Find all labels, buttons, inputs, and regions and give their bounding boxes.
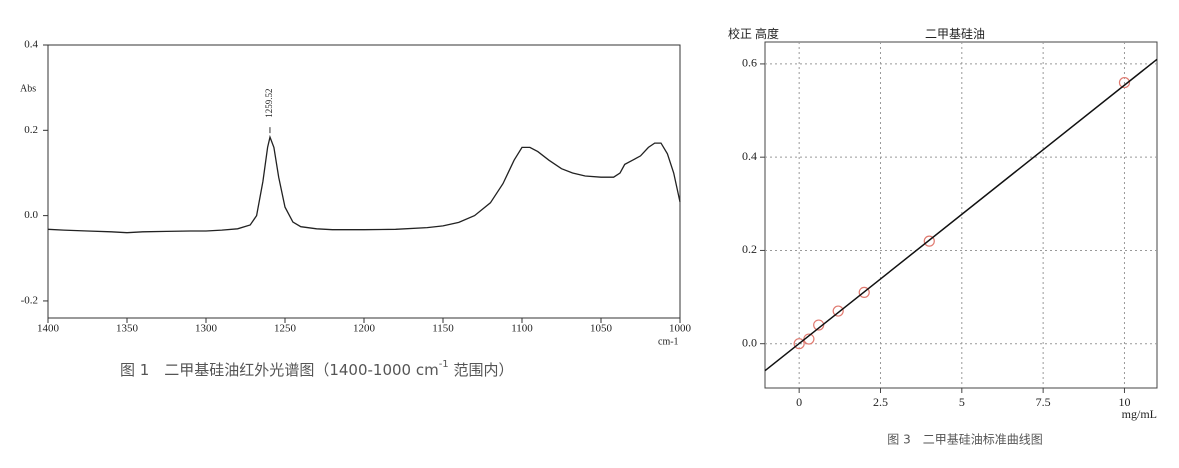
data-point: [858, 286, 870, 299]
caption-text: 图 1 二甲基硅油红外光谱图（1400-1000 cm: [120, 361, 439, 379]
x-tick-label: 7.5: [1036, 395, 1051, 409]
x-tick-label: 1150: [432, 323, 454, 335]
peak-label: 1259.52: [264, 89, 274, 118]
x-tick-label: 1250: [274, 323, 297, 335]
data-point: [923, 235, 935, 247]
x-tick-label: 1100: [511, 323, 533, 335]
x-tick-label: 1000: [669, 323, 692, 335]
x-axis-label: cm-1: [658, 336, 679, 347]
x-axis-label: mg/mL: [1122, 407, 1157, 421]
y-axis-label: Abs: [20, 83, 36, 94]
corner-label: 校正 高度: [728, 26, 779, 41]
x-tick-label: 10: [1118, 395, 1130, 409]
y-tick-label: 0.2: [742, 242, 757, 256]
x-tick-label: 2.5: [873, 395, 888, 409]
y-tick-label: 0.4: [742, 149, 757, 163]
y-tick-label: 0.4: [24, 39, 38, 51]
x-tick-label: 1050: [590, 323, 613, 335]
caption-sup: -1: [439, 359, 449, 370]
plot-frame: [764, 41, 1158, 389]
caption-text: 范围内）: [449, 361, 514, 379]
y-tick-label: 0.0: [742, 335, 757, 349]
x-tick-label: 1350: [116, 323, 139, 335]
caption: 图 3 二甲基硅油标准曲线图: [887, 433, 1042, 447]
spectrum-line: [47, 134, 681, 234]
x-tick-label: 1400: [37, 323, 60, 335]
plot-frame: [47, 44, 681, 319]
fit-line: [764, 58, 1158, 372]
x-tick-label: 0: [796, 395, 802, 409]
caption: 图 1 二甲基硅油红外光谱图（1400-1000 cm-1 范围内）: [120, 359, 513, 379]
y-tick-label: -0.2: [21, 294, 38, 306]
y-tick-label: 0.0: [24, 209, 38, 221]
data-point: [813, 319, 825, 331]
y-tick-label: 0.2: [24, 124, 38, 136]
x-tick-label: 5: [959, 395, 965, 409]
x-tick-label: 1200: [353, 323, 376, 335]
chart-title: 二甲基硅油: [925, 27, 985, 41]
y-tick-label: 0.6: [742, 56, 757, 70]
data-point: [832, 305, 844, 317]
data-point: [1118, 76, 1131, 89]
x-tick-label: 1300: [195, 323, 218, 335]
data-point: [793, 338, 805, 350]
